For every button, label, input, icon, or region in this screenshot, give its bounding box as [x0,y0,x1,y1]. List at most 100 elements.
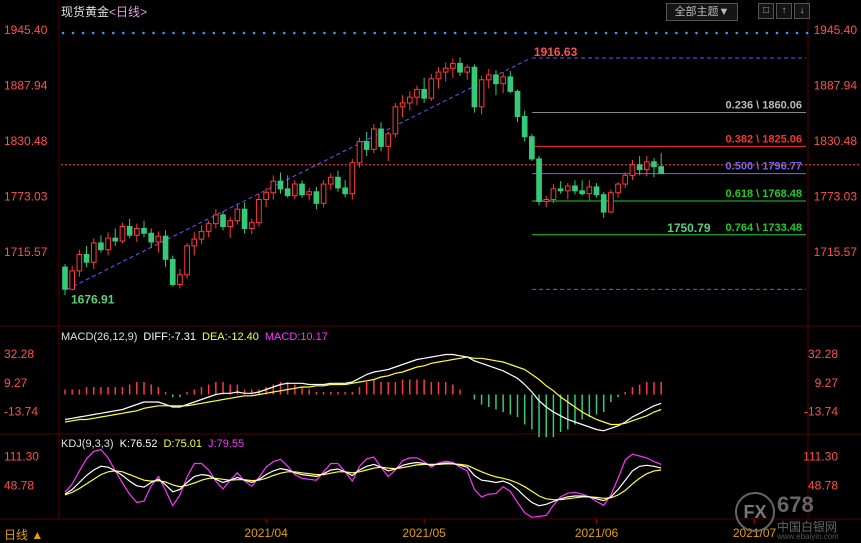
event-dot [353,31,356,35]
event-dot [755,31,759,35]
event-dot [715,31,718,35]
event-dot [373,31,377,35]
fib-level-label: 0.236 \ 1860.06 [726,100,802,112]
candle-body [162,235,169,260]
theme-selector-button[interactable]: 全部主题▼ [666,3,738,21]
candle-body [464,66,471,73]
event-dot [554,31,558,35]
candle-body [256,198,262,224]
candle-body [306,191,313,196]
candle-body [98,242,104,251]
event-dot [473,31,477,35]
candle-body [292,183,298,197]
candle-body [414,88,420,98]
period-link[interactable]: <日线> [109,5,148,19]
candle-body [406,96,413,104]
candle-body [169,258,176,285]
event-dot [685,31,688,35]
price-annotation: 1676.91 [71,292,115,306]
event-dot [504,31,507,35]
price-annotation: 1916.63 [534,45,578,59]
candle-body [62,266,68,290]
event-dot [71,31,75,35]
macd-dea-line [64,356,662,426]
y-tick-label-right: 1715.57 [814,245,858,259]
event-dot [524,31,527,35]
candle-body [90,242,97,263]
event-dot [785,31,789,35]
event-dot [514,31,517,35]
candle-body [485,74,492,81]
candle-body [342,187,348,195]
event-dot [222,31,226,35]
event-dot [795,31,799,35]
event-dot [624,31,628,35]
event-dot [363,31,366,35]
kdj-j-line [64,448,662,518]
maximize-icon[interactable]: □ [758,3,774,19]
candle-body [320,183,327,204]
event-dot [544,31,547,35]
event-dot [252,31,256,35]
candle-body [119,226,126,242]
trend-line[interactable] [66,57,532,290]
arrow-up-icon[interactable]: ↑ [776,3,792,19]
candle-body [205,223,212,232]
candle-body [478,79,485,108]
candle-body [356,141,363,164]
fib-level-label: 0.500 \ 1796.77 [726,161,802,173]
y-tick-label-right: 1887.94 [814,79,858,93]
event-dot [463,31,467,35]
event-dot [323,31,326,35]
candle-body [615,183,621,194]
fib-level-label: 0.618 \ 1768.48 [726,188,802,200]
candle-body [227,220,234,228]
event-dot [433,31,437,35]
event-dot [91,31,95,35]
candle-body [392,106,399,135]
candle-body [349,162,356,195]
event-dot [272,31,276,35]
candle-body [220,214,226,228]
event-dot [162,31,165,35]
candle-body [385,133,392,147]
event-dot [303,31,306,35]
fib-level-label: 0.764 \ 1733.48 [726,222,802,234]
chart-title: 现货黄金<日线> [61,5,148,19]
y-tick-label-right: 1830.48 [814,134,858,148]
event-dot [232,31,236,35]
event-dot [484,31,487,35]
event-dot [705,31,708,35]
event-dot [292,31,296,35]
macd-y-tick-right: 9.27 [815,376,839,390]
event-dot [403,31,407,35]
candle-body [550,188,557,200]
event-dot [665,31,668,35]
arrow-down-icon[interactable]: ↓ [794,3,810,19]
event-dot [413,31,417,35]
event-dot [182,31,185,35]
period-switch-button[interactable]: 日线 ▲ [4,528,44,542]
candle-body [399,102,406,108]
candle-body [572,185,578,192]
x-tick-label: 2021/07 [732,526,777,540]
event-dot [343,31,346,35]
kdj-k-line [64,461,662,507]
kdj-y-tick-right: 48.78 [808,478,838,492]
event-dot [383,31,387,35]
candle-body [557,188,564,192]
candle-body [141,227,147,234]
event-dot [574,31,578,35]
event-dot [152,31,155,35]
candle-body [579,190,585,195]
candle-body [629,164,636,176]
candle-body [299,183,305,196]
event-dot [765,31,769,35]
event-dot [242,31,246,35]
event-dot [584,31,588,35]
y-tick-label-left: 1945.40 [4,23,48,37]
event-dot [282,31,286,35]
candle-body [514,90,521,117]
candle-body [507,76,514,92]
